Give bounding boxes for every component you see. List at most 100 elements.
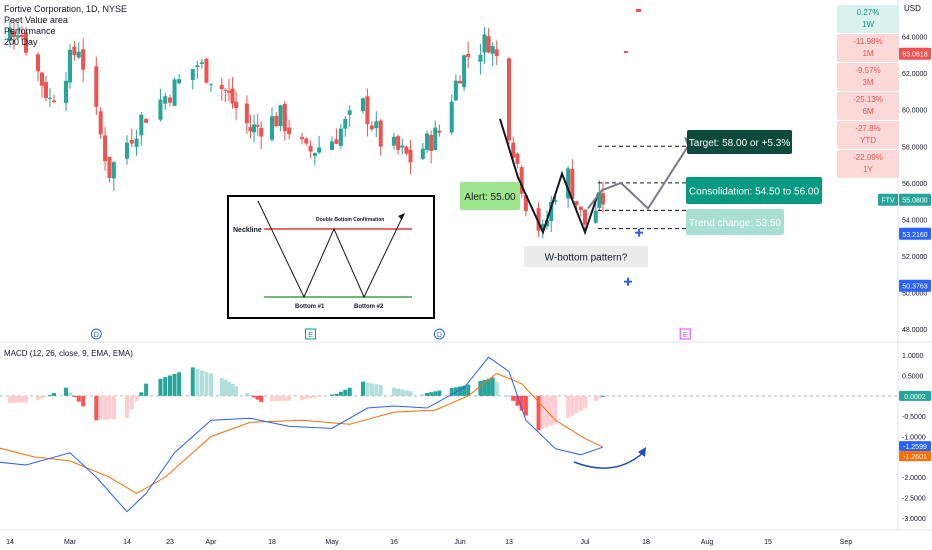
time-tick-label: Mar [64, 539, 77, 546]
macd-histogram-bar [490, 377, 495, 396]
candle-body [566, 168, 571, 199]
alert-label[interactable]: Alert: 55.00 [460, 182, 520, 210]
candle [600, 181, 605, 214]
candle-body [36, 54, 40, 72]
macd-tick-label: -2.0000 [902, 475, 926, 482]
pattern-question-label[interactable]: W-bottom pattern? [524, 246, 648, 267]
macd-histogram-bar [24, 395, 28, 403]
macd-arrowhead [638, 447, 646, 457]
price-tick-label: 54.0000 [902, 217, 927, 224]
candle [466, 41, 471, 69]
price-tick-label: 64.0000 [902, 35, 927, 42]
candle-body [144, 119, 149, 123]
macd-histogram-bar [540, 395, 545, 429]
macd-tick-label: 1.0000 [902, 353, 924, 360]
candle [209, 83, 213, 93]
candle-body [545, 220, 549, 227]
consolidation-label[interactable]: Consolidation: 54.50 to 56.00 [686, 177, 822, 204]
candle-body [317, 147, 322, 153]
projection-line [587, 145, 689, 211]
performance-value: -9.57% [855, 66, 881, 75]
macd-histogram-bar [365, 382, 370, 396]
dividend-marker[interactable]: D [90, 328, 102, 340]
candle [81, 38, 86, 83]
candles [8, 19, 605, 239]
candle [44, 76, 48, 101]
price-tick-label: 60.0000 [902, 108, 927, 115]
candle-body [168, 97, 172, 103]
inset-bottom2-label: Bottom #2 [354, 304, 384, 310]
marker-shape [679, 328, 691, 340]
candle-body [48, 97, 52, 99]
indicator-performance[interactable]: Performance [4, 26, 56, 36]
indicator-value-area[interactable]: Peet Value area [4, 15, 68, 25]
macd-histogram-bar [425, 393, 429, 396]
performance-period: 1Y [863, 165, 873, 174]
candle-body [125, 142, 129, 159]
macd-line [0, 356, 604, 513]
consolidation-label-text: Consolidation: 54.50 to 56.00 [689, 187, 820, 198]
candle [64, 72, 68, 112]
candle-body [449, 101, 454, 133]
candle [334, 128, 339, 145]
trend-change-label[interactable]: Trend change: 53.50 [686, 209, 784, 235]
price-axis[interactable]: 64.0000 62.0000 60.0000 58.0000 56.0000 54.00… [902, 4, 927, 334]
candle-body [76, 51, 81, 58]
price-tick-label: 52.0000 [902, 254, 927, 261]
trend-change-label-bg [686, 209, 784, 235]
time-axis[interactable]: 14 Mar 14 23 Apr 18 May 16 Jun 13 Jul 18 Aug 15 Sep [6, 539, 852, 546]
macd-panel[interactable]: MACD (12, 26, close, 9, EMA, EMA) 1.0000 0… [0, 349, 931, 523]
dividend-marker[interactable]: D [433, 328, 445, 340]
candle [369, 121, 374, 132]
candle-body [68, 49, 72, 83]
time-tick-label: May [325, 539, 339, 546]
macd-signal-line [0, 372, 604, 494]
candle [433, 120, 438, 151]
macd-histogram-bar [81, 395, 86, 407]
symbol-tag-bg [878, 193, 898, 206]
candle-body [515, 153, 520, 164]
candle-body [244, 103, 249, 124]
candle-body [94, 66, 99, 107]
symbol-title[interactable]: Fortive Corporation, 1D, NYSE [4, 4, 128, 14]
candle [139, 111, 144, 146]
earnings-marker[interactable]: E [305, 328, 317, 340]
macd-histogram-bar [583, 395, 587, 409]
macd-value-tag: -1.2599 [899, 441, 931, 452]
candle [20, 26, 24, 41]
macd-histogram-bar [270, 395, 274, 402]
macd-histogram-bar [478, 381, 483, 396]
macd-histogram-bar [163, 377, 168, 396]
candle [300, 132, 304, 145]
macd-histogram-bar [519, 395, 524, 411]
alert-label-text: Alert: 55.00 [464, 192, 516, 203]
candle-body [12, 31, 16, 38]
performance-period: 1M [862, 49, 874, 58]
candle [172, 77, 177, 106]
candle-body [199, 62, 204, 64]
macd-histogram-bar [125, 395, 129, 419]
macd-histogram-bar [68, 392, 72, 396]
alert-label-bg [460, 182, 520, 210]
price-tag-blue2-bg [899, 279, 931, 292]
earnings-marker[interactable]: E [679, 328, 691, 340]
macd-histogram-bar [334, 393, 339, 396]
price-tag-last-text: 55.0800 [902, 198, 927, 205]
candle-body [223, 89, 228, 91]
candle [94, 56, 99, 116]
performance-period: YTD [860, 136, 876, 145]
candle-body [308, 145, 313, 152]
macd-histogram-bar [578, 395, 583, 411]
macd-histogram-bar [507, 395, 511, 397]
macd-histogram-bar [369, 383, 374, 396]
candle [163, 92, 168, 110]
target-label[interactable]: Target: 58.00 or +5.3% [687, 130, 792, 154]
indicator-200-day[interactable]: 200 Day [4, 37, 38, 47]
time-tick-label: 13 [505, 539, 513, 546]
candle-body [494, 49, 499, 57]
candle-body [134, 138, 139, 147]
price-tag-blue2: 50.3763 [899, 279, 931, 292]
price-tick-label: 62.0000 [902, 71, 927, 78]
